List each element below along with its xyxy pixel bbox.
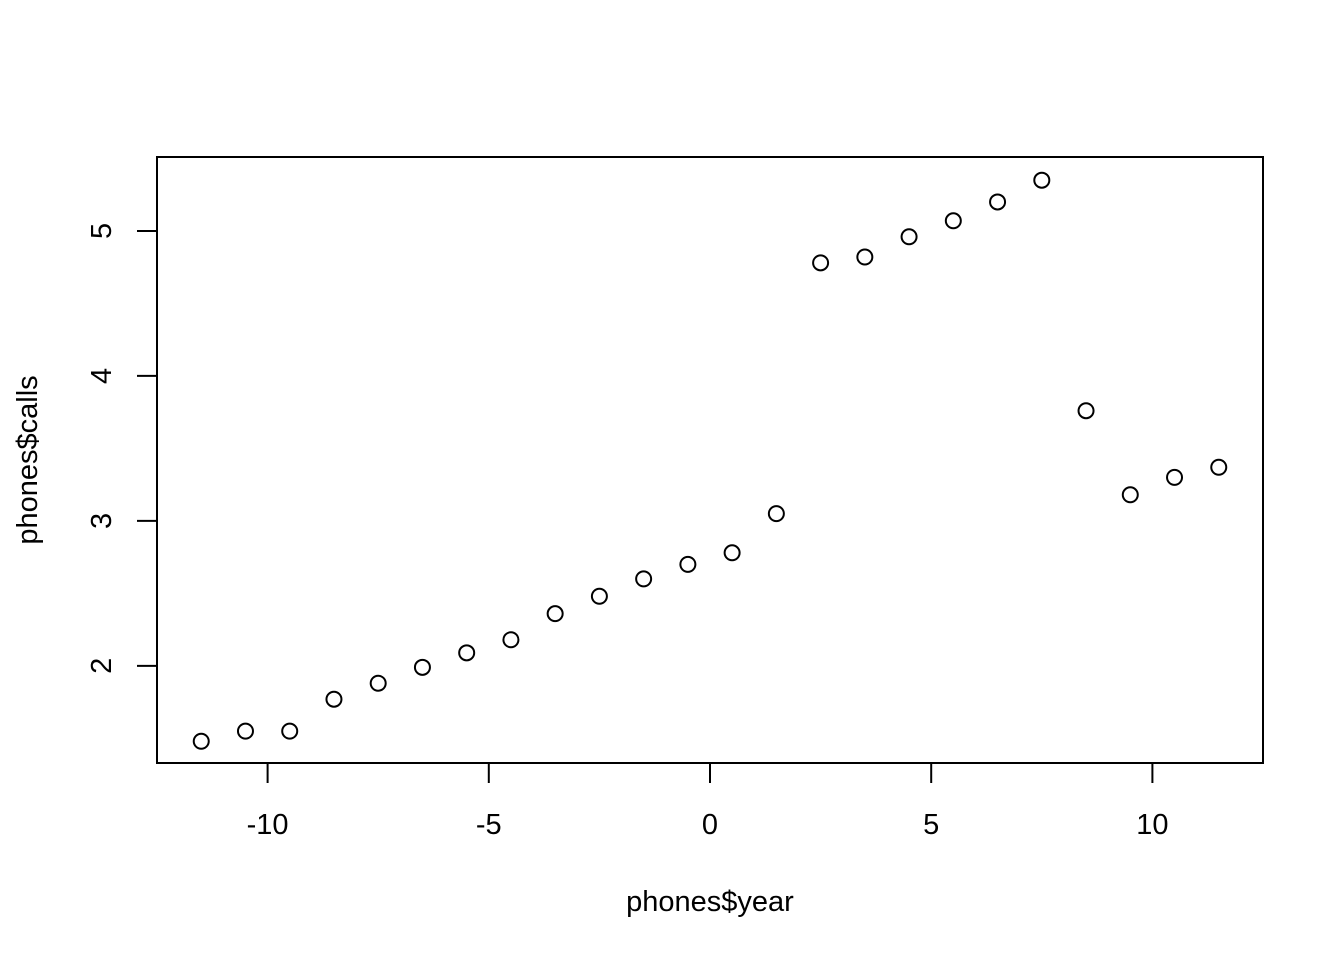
data-point [502,631,520,649]
data-point [413,658,431,676]
data-point [679,555,697,573]
data-point [856,248,874,266]
y-tick-label: 3 [86,513,118,529]
data-point [1121,486,1139,504]
data-point [325,690,343,708]
data-point [944,212,962,230]
x-axis: -10 -5 0 5 10 [247,762,1169,841]
y-axis-label: phones$calls [12,375,44,544]
x-tick-label: 10 [1136,809,1168,841]
x-tick-label: 0 [702,809,718,841]
data-point [546,605,564,623]
data-point [723,544,741,562]
plot-frame [156,156,1264,764]
data-point [1077,402,1095,420]
x-axis-label: phones$year [626,886,794,918]
x-tick-label: 5 [923,809,939,841]
data-point [989,193,1007,211]
data-point [900,228,918,246]
y-tick-label: 2 [86,658,118,674]
x-tick-label: -5 [476,809,502,841]
data-point [1033,171,1051,189]
data-point [281,722,299,740]
data-point [369,674,387,692]
data-point [590,587,608,605]
data-point [812,254,830,272]
y-axis: 2 3 4 5 [86,223,158,674]
data-point [635,570,653,588]
data-points [192,171,1228,750]
y-tick-label: 4 [86,368,118,384]
data-point [1210,458,1228,476]
data-point [767,505,785,523]
y-tick-label: 5 [86,223,118,239]
data-point [236,722,254,740]
data-point [192,732,210,750]
x-tick-label: -10 [247,809,289,841]
data-point [458,644,476,662]
data-point [1166,468,1184,486]
